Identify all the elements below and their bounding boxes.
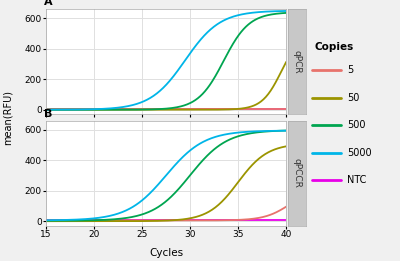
Text: mean(RFU): mean(RFU) <box>2 90 12 145</box>
Text: qPCR: qPCR <box>293 50 302 74</box>
Text: Cycles: Cycles <box>149 248 183 258</box>
Text: Copies: Copies <box>315 42 354 52</box>
Text: qPCCR: qPCCR <box>293 158 302 188</box>
Text: 500: 500 <box>347 120 366 130</box>
Text: NTC: NTC <box>347 175 367 185</box>
Text: B: B <box>44 109 52 118</box>
Text: 5000: 5000 <box>347 148 372 158</box>
Text: 5: 5 <box>347 66 354 75</box>
Text: 50: 50 <box>347 93 360 103</box>
Text: A: A <box>44 0 52 7</box>
